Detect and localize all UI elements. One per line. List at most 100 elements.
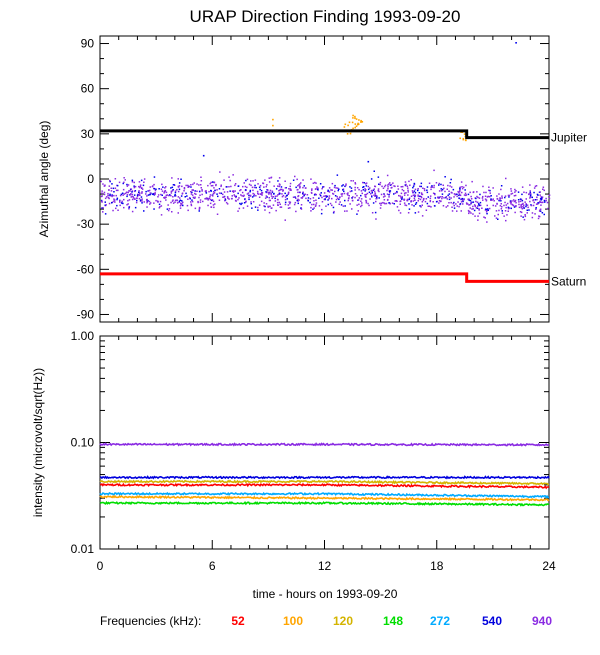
scatter-point — [133, 186, 136, 189]
scatter-point — [256, 190, 259, 193]
scatter-point — [541, 198, 543, 200]
series-line-148 — [99, 500, 550, 507]
scatter-point — [433, 169, 435, 172]
scatter-point — [187, 209, 189, 212]
scatter-point — [476, 207, 479, 209]
scatter-point — [450, 201, 452, 204]
scatter-point — [320, 212, 323, 215]
scatter-point — [266, 184, 268, 186]
scatter-point — [407, 189, 409, 192]
scatter-point — [386, 193, 389, 195]
scatter-point — [263, 205, 265, 207]
scatter-point — [396, 191, 398, 194]
scatter-point — [459, 186, 462, 188]
scatter-point — [485, 208, 487, 210]
scatter-point — [114, 187, 117, 189]
scatter-point — [371, 190, 373, 193]
scatter-point — [456, 193, 458, 196]
scatter-point — [210, 199, 213, 202]
scatter-point — [326, 195, 329, 198]
scatter-point — [529, 191, 531, 194]
scatter-point — [523, 191, 525, 193]
scatter-point — [193, 182, 195, 184]
scatter-point — [482, 185, 484, 188]
scatter-point — [429, 195, 432, 197]
scatter-point — [244, 185, 247, 188]
scatter-point — [190, 186, 192, 188]
scatter-point — [427, 205, 429, 207]
scatter-point — [210, 190, 212, 192]
scatter-point — [504, 195, 507, 197]
scatter-point — [169, 194, 171, 196]
top-y-tick-label: -90 — [77, 307, 95, 321]
scatter-point — [389, 190, 392, 192]
scatter-point — [449, 182, 452, 184]
scatter-point — [201, 193, 203, 196]
scatter-point — [510, 203, 512, 205]
scatter-point — [295, 197, 297, 199]
scatter-point — [325, 205, 327, 207]
scatter-point — [408, 197, 411, 199]
scatter-point — [191, 191, 193, 194]
scatter-point — [129, 194, 132, 196]
scatter-point — [279, 184, 281, 186]
scatter-point — [297, 200, 299, 202]
scatter-point — [172, 189, 174, 191]
scatter-point — [458, 192, 460, 194]
scatter-point — [309, 198, 312, 200]
scatter-point — [300, 208, 303, 210]
scatter-point — [538, 210, 541, 212]
scatter-point — [523, 207, 525, 209]
scatter-point — [109, 193, 111, 196]
scatter-point — [344, 199, 346, 202]
scatter-point — [471, 208, 473, 210]
scatter-point — [419, 185, 421, 188]
scatter-point — [174, 195, 176, 197]
scatter-point — [497, 218, 499, 220]
scatter-point — [519, 200, 522, 203]
scatter-point — [235, 200, 237, 202]
scatter-point — [179, 197, 181, 199]
scatter-point — [109, 179, 111, 182]
scatter-point — [507, 206, 510, 209]
scatter-point — [522, 216, 524, 218]
scatter-point — [529, 196, 532, 198]
legend-entry-52: 52 — [231, 614, 245, 628]
scatter-point — [483, 216, 485, 218]
scatter-point — [388, 202, 390, 204]
outlier-point — [357, 123, 360, 125]
scatter-point — [372, 202, 375, 204]
scatter-point — [365, 200, 368, 202]
scatter-point — [482, 199, 484, 201]
scatter-point — [468, 212, 470, 215]
scatter-point — [364, 194, 366, 196]
scatter-point — [212, 193, 215, 195]
scatter-point — [431, 185, 433, 187]
scatter-point — [165, 196, 167, 199]
scatter-point — [107, 192, 109, 195]
scatter-point — [354, 183, 357, 185]
scatter-point — [403, 194, 406, 196]
scatter-point — [218, 192, 221, 194]
scatter-point — [470, 212, 472, 214]
scatter-point — [299, 191, 301, 194]
scatter-point — [131, 181, 134, 183]
scatter-point — [209, 198, 212, 201]
scatter-point — [400, 197, 402, 199]
scatter-point — [279, 189, 281, 191]
scatter-point — [314, 205, 317, 207]
scatter-point — [171, 177, 173, 179]
scatter-point — [505, 219, 507, 222]
scatter-point — [136, 199, 138, 202]
scatter-point — [311, 188, 313, 190]
scatter-point — [473, 204, 476, 206]
scatter-point — [487, 209, 489, 211]
scatter-point — [452, 188, 455, 191]
scatter-point — [135, 201, 138, 204]
scatter-point — [475, 200, 477, 203]
scatter-point — [386, 189, 388, 192]
scatter-point — [486, 204, 488, 207]
scatter-point — [302, 193, 304, 195]
scatter-point — [238, 207, 241, 210]
scatter-point — [109, 180, 111, 183]
